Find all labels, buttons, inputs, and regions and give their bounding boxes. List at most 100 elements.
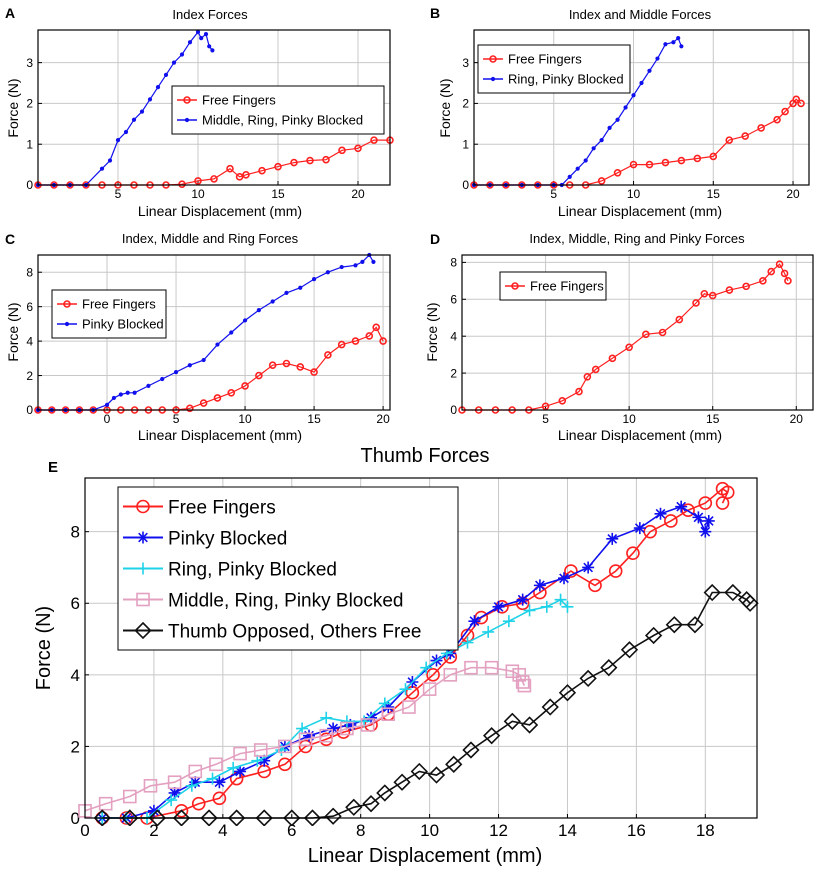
legend-marker — [511, 282, 519, 290]
data-point — [561, 600, 574, 613]
data-point — [187, 40, 193, 45]
data-point — [645, 160, 654, 169]
data-point — [420, 661, 433, 674]
legend-marker — [136, 499, 150, 514]
data-point — [147, 804, 160, 817]
data-point — [708, 291, 717, 300]
data-point — [186, 404, 194, 413]
legend-marker — [137, 562, 149, 575]
legend: Free Fingers Ring, Pinky Blocked — [477, 44, 631, 94]
data-point — [213, 394, 222, 402]
legend-label: Free Fingers — [82, 297, 156, 312]
data-point — [371, 259, 376, 264]
x-tick-label: 15 — [307, 412, 321, 426]
data-point — [365, 332, 374, 340]
data-point — [282, 359, 291, 368]
legend: Free Fingers Middle, Ring, Pinky Blocked — [171, 85, 385, 135]
x-axis-label: Linear Displacement (mm) — [138, 427, 302, 443]
data-point — [639, 80, 644, 86]
x-tick-label: 10 — [622, 412, 636, 426]
data-point — [194, 177, 202, 185]
x-tick-label: 5 — [550, 187, 557, 201]
data-point — [365, 711, 378, 724]
data-point — [296, 363, 305, 371]
axes-frame — [37, 29, 391, 186]
x-tick-label: 14 — [558, 821, 577, 840]
data-point — [172, 809, 191, 826]
data-point — [324, 807, 342, 825]
data-point — [209, 757, 223, 772]
data-point — [298, 739, 313, 754]
x-tick-label: 16 — [627, 821, 646, 840]
data-point — [541, 402, 550, 411]
data-point — [655, 56, 660, 61]
data-point — [658, 328, 667, 337]
data-point — [698, 496, 713, 510]
data-point — [337, 340, 346, 349]
chart-panel-b: B Index and Middle Forces 5 10 15 20 0 1 2 3 Linea… — [430, 5, 810, 219]
data-point — [426, 668, 440, 682]
data-point — [195, 29, 201, 35]
data-point — [206, 772, 219, 785]
chart-title: Thumb Forces — [361, 445, 490, 467]
data-point — [360, 259, 365, 264]
data-point — [200, 809, 218, 826]
data-point — [241, 382, 249, 390]
data-point — [379, 337, 387, 345]
panel-label: A — [5, 5, 15, 21]
data-point — [644, 626, 663, 645]
data-point — [131, 117, 137, 122]
data-point — [558, 684, 577, 702]
data-point — [626, 546, 640, 560]
legend-label: Ring, Pinky Blocked — [168, 559, 337, 580]
data-point — [275, 744, 288, 756]
data-point — [725, 136, 734, 144]
series-middle-ring-pinky-blocked — [78, 660, 532, 818]
legend: Free Fingers — [499, 271, 607, 301]
data-point — [303, 729, 315, 742]
series-line — [102, 598, 569, 819]
x-tick-label: 8 — [356, 821, 365, 840]
data-point — [168, 786, 181, 799]
data-point — [792, 95, 801, 104]
data-point — [212, 791, 227, 806]
x-tick-label: 2 — [149, 821, 158, 840]
data-point — [775, 260, 784, 269]
data-point — [185, 779, 198, 792]
x-tick-label: 10 — [627, 187, 641, 201]
data-point — [686, 616, 704, 634]
y-tick-label: 6 — [450, 292, 457, 306]
data-point — [597, 177, 606, 185]
x-axis-label: Linear Displacement (mm) — [308, 845, 543, 867]
data-point — [599, 138, 604, 143]
axes-frame — [84, 477, 758, 819]
data-point — [191, 796, 206, 811]
legend-label: Free Fingers — [202, 93, 276, 108]
data-point — [583, 372, 592, 381]
data-point — [462, 741, 480, 759]
chart-panel-e: E Thumb Forces 0 2 4 6 8 10 12 14 16 18 0 2 4 6 8 Linear … — [33, 445, 759, 867]
data-point — [725, 286, 734, 294]
legend-marker — [63, 300, 71, 308]
data-point — [541, 698, 559, 716]
data-point — [125, 390, 130, 395]
y-tick-label: 2 — [462, 97, 469, 111]
legend-marker — [489, 55, 497, 63]
data-point — [345, 798, 363, 816]
y-tick-label: 6 — [26, 300, 33, 314]
data-point — [665, 616, 683, 634]
data-point — [692, 299, 700, 307]
data-point — [502, 615, 515, 628]
series-ring-pinky-blocked — [96, 593, 574, 824]
data-point — [503, 712, 521, 730]
data-point — [692, 511, 705, 524]
data-point — [235, 173, 244, 181]
data-point — [675, 315, 684, 324]
data-point — [520, 716, 539, 734]
series-line — [84, 666, 526, 812]
data-point — [319, 728, 334, 743]
chart-title: Index, Middle, Ring and Pinky Forces — [529, 231, 745, 246]
data-point — [677, 156, 686, 165]
data-point — [623, 105, 628, 110]
x-tick-label: 18 — [696, 821, 715, 840]
